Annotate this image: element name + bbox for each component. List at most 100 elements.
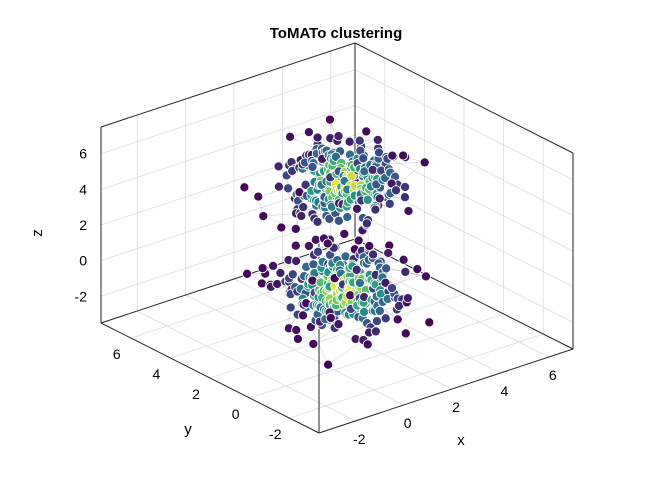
axis-box-edge (354, 42, 574, 154)
data-point (370, 326, 381, 337)
data-point (367, 164, 378, 175)
data-point (285, 302, 296, 313)
grid-line (209, 293, 465, 379)
data-point (273, 181, 284, 192)
data-point (380, 313, 391, 324)
x-tick-label: 2 (452, 399, 460, 415)
data-point (400, 328, 411, 339)
data-point (292, 333, 303, 344)
scatter-points (239, 114, 435, 370)
data-point (359, 306, 370, 318)
axis-box-edge (318, 348, 574, 434)
grid-line (100, 69, 356, 155)
data-point (283, 183, 294, 194)
data-point (362, 194, 373, 205)
z-tick-label: 4 (79, 181, 87, 197)
data-point (325, 312, 336, 323)
data-point (322, 238, 333, 249)
data-point (312, 216, 323, 227)
data-point (353, 235, 364, 246)
z-tick-label: 0 (79, 253, 87, 269)
data-point (402, 293, 413, 304)
grid-line (354, 105, 574, 216)
data-point (257, 263, 268, 274)
graph-edge (263, 215, 296, 230)
y-axis-label: y (184, 421, 192, 438)
data-point (381, 263, 392, 274)
data-point (307, 275, 318, 286)
data-point (351, 264, 362, 275)
data-point (307, 161, 318, 172)
grid-line (249, 313, 504, 399)
data-point (364, 240, 375, 252)
data-point (239, 182, 250, 193)
data-point (354, 135, 365, 146)
data-point (361, 218, 372, 229)
z-tick-label: 6 (79, 146, 87, 162)
y-tick-label: 2 (192, 386, 200, 402)
data-point (354, 277, 365, 288)
data-point (276, 222, 287, 233)
data-point (258, 211, 269, 222)
z-axis-label: z (29, 229, 46, 237)
data-point (303, 127, 314, 138)
data-point (392, 314, 403, 325)
data-point (285, 131, 296, 142)
data-point (333, 215, 344, 226)
axis-box-edge (354, 238, 574, 350)
data-point (333, 131, 344, 142)
data-point (323, 359, 334, 370)
y-tick-label: 4 (152, 366, 160, 382)
data-point (253, 191, 264, 202)
grid-line (354, 211, 574, 323)
data-point (399, 192, 410, 203)
data-point (324, 114, 335, 125)
data-point (273, 161, 284, 172)
graph-edge (328, 339, 364, 365)
axes-box (100, 42, 574, 434)
data-point (256, 278, 267, 289)
chart-title: ToMATo clustering (270, 25, 403, 42)
data-point (310, 234, 321, 245)
data-point (275, 267, 286, 279)
data-point (412, 264, 423, 275)
data-point (291, 324, 302, 336)
data-point (398, 254, 409, 265)
graph-edge (310, 326, 329, 365)
data-point (298, 202, 309, 213)
data-point (290, 223, 301, 234)
data-point (400, 181, 411, 193)
y-tick-label: -2 (269, 426, 282, 442)
data-point (351, 203, 363, 214)
data-point (420, 271, 431, 282)
x-tick-label: 0 (404, 415, 412, 431)
data-point (242, 268, 253, 279)
data-point (342, 211, 353, 223)
data-point (268, 260, 279, 271)
data-point (358, 153, 369, 164)
grid-line (100, 104, 356, 190)
grid-layer (100, 51, 574, 422)
grid-line (100, 211, 356, 297)
z-tick-label: 2 (79, 217, 87, 233)
data-point (372, 134, 383, 145)
data-point (324, 213, 335, 224)
data-point (333, 319, 344, 330)
data-point (297, 310, 309, 321)
axis-box-edge (100, 42, 356, 128)
x-tick-label: 6 (549, 367, 557, 383)
data-point (419, 157, 430, 168)
data-point (374, 305, 385, 316)
data-point (312, 246, 324, 257)
data-point (312, 132, 323, 143)
data-point (339, 228, 350, 239)
data-point (380, 277, 391, 288)
data-point (400, 266, 411, 277)
data-point (398, 150, 409, 161)
data-point (303, 240, 314, 252)
graph-edge (397, 162, 425, 185)
z-tick-label: -2 (75, 288, 88, 304)
data-point (370, 204, 381, 215)
data-point (424, 317, 435, 328)
